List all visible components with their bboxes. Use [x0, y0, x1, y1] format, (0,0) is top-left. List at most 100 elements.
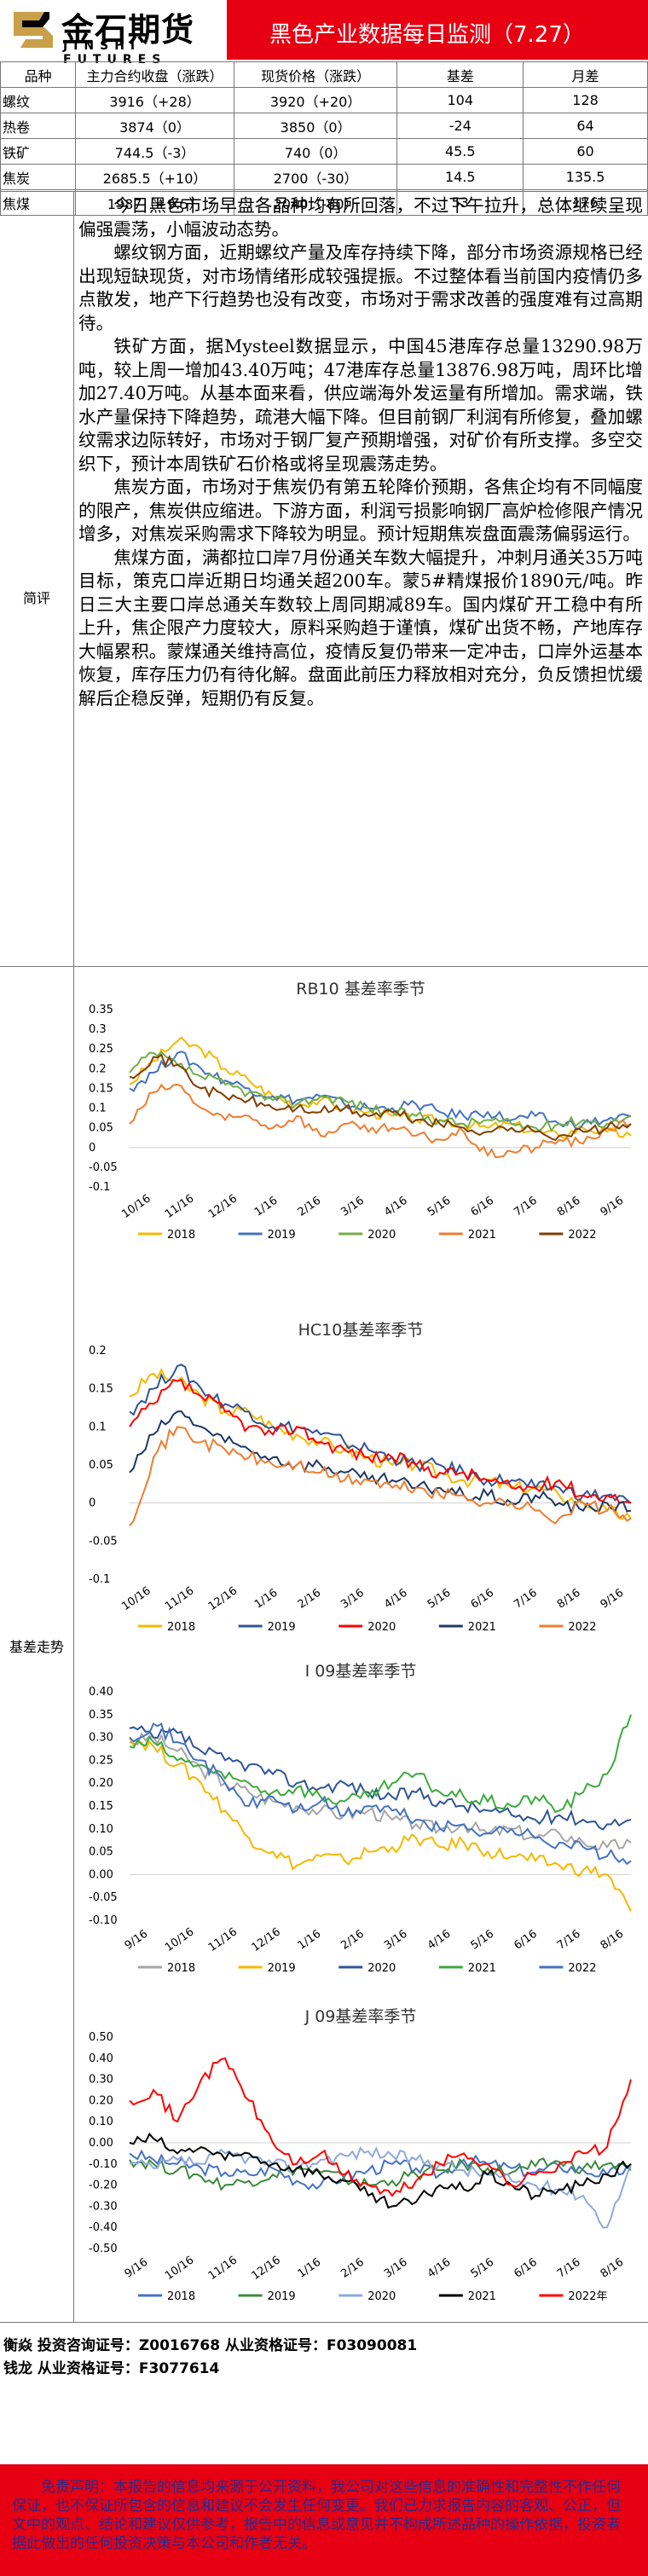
x-tick-label: 11/16 [163, 1192, 196, 1221]
company-logo: 金石期货 JINSHI FUTURES [0, 0, 227, 67]
hc10-basis-chart: HC10基差率季节 0.2 0.15 0.1 0.05 0 -0.05 -0.1 10/16 11… [89, 1321, 632, 1634]
x-tick-label: 12/16 [206, 1192, 240, 1221]
legend-label: 2022年 [568, 2290, 607, 2303]
y-tick-label: 0.05 [89, 1846, 113, 1859]
legend-label: 2021 [468, 1229, 496, 1242]
x-tick-label: 3/16 [338, 1195, 367, 1219]
x-tick-label: 7/16 [555, 2256, 583, 2281]
j09-basis-chart: J 09基差率季节 0.50 0.40 0.30 0.20 0.10 0.00 -0.10 -0… [89, 2007, 632, 2303]
table-cell: 3920（+20） [233, 87, 398, 113]
series-line-2021 [129, 1083, 632, 1159]
x-tick-label: 8/16 [599, 2256, 627, 2281]
table-cell: 2685.5（+10） [75, 164, 234, 190]
table-cell: 104 [396, 87, 524, 113]
analyst-contact: 钱龙 从业资格证号：F3077614 [3, 2360, 220, 2377]
legend-label: 2019 [268, 1229, 296, 1242]
x-tick-label: 8/16 [555, 1195, 583, 1219]
table-cell: 740（0） [233, 138, 398, 165]
legend-label: 2022 [568, 1621, 596, 1634]
table-cell: 1987（+9.5） [75, 189, 234, 216]
table-cell: 3874（0） [75, 113, 234, 139]
x-tick-label: 4/16 [425, 2256, 454, 2281]
y-tick-label: 0 [89, 1497, 95, 1510]
table-cell: 14.5 [396, 164, 524, 190]
table-header-cell: 现货价格（涨跌） [233, 61, 398, 88]
report-header: 金石期货 JINSHI FUTURES 黑色产业数据每日监测（7.27） [0, 0, 648, 67]
y-tick-label: 0.00 [89, 1868, 113, 1881]
section-divider [0, 191, 648, 192]
x-tick-label: 11/16 [163, 1584, 196, 1613]
x-tick-label: 5/16 [469, 1928, 497, 1953]
x-tick-label: 4/16 [382, 1587, 410, 1612]
x-tick-label: 4/16 [425, 1928, 454, 1953]
legend-label: 2018 [167, 1962, 195, 1975]
x-tick-label: 12/16 [250, 2254, 283, 2283]
series-line-2022 [129, 1053, 632, 1142]
table-cell: 3916（+28） [75, 87, 234, 113]
x-tick-label: 2/16 [338, 2256, 367, 2281]
x-tick-label: 3/16 [382, 2256, 410, 2281]
series-line-2019 [129, 1737, 632, 1912]
y-tick-label: 0.35 [89, 1004, 113, 1016]
x-tick-label: 7/16 [512, 1587, 540, 1612]
table-cell: 53 [396, 189, 524, 216]
series-line-2021 [129, 1714, 632, 1814]
report-title: 黑色产业数据每日监测（7.27） [269, 22, 585, 48]
table-cell: 铁矿 [0, 138, 77, 165]
section-label-column [0, 191, 74, 2323]
legend-label: 2021 [468, 1962, 496, 1975]
legend-label: 2020 [367, 1621, 396, 1634]
y-tick-label: -0.20 [89, 2179, 118, 2192]
legend-label: 2022 [568, 1229, 596, 1242]
disclaimer-text: 免责声明：本报告的信息均来源于公开资料，我公司对这些信息的准确性和完整性不作任何… [12, 2479, 621, 2552]
table-cell: 744.5（-3） [75, 138, 234, 165]
series-line-2018 [129, 1036, 632, 1139]
table-cell: 135.5 [523, 164, 648, 190]
comment-paragraph: 螺纹钢方面，近期螺纹产量及库存持续下降，部分市场资源规格已经出现短缺现货，对市场… [78, 242, 643, 333]
y-tick-label: -0.30 [89, 2200, 118, 2213]
y-tick-label: -0.10 [89, 1914, 118, 1927]
comment-paragraph: 焦炭方面，市场对于焦炭仍有第五轮降价预期，各焦企均有不同幅度的限产，焦炭供应缩进… [78, 477, 643, 544]
comment-paragraph: 焦煤方面，满都拉口岸7月份通关车数大幅提升，冲刺月通关35万吨目标，策克口岸近期… [78, 547, 643, 709]
y-tick-label: 0.05 [89, 1459, 113, 1472]
y-tick-label: 0.40 [89, 1686, 113, 1699]
legend-label: 2018 [167, 2290, 195, 2303]
y-tick-label: 0.1 [89, 1103, 107, 1115]
y-tick-label: 0.2 [89, 1345, 107, 1357]
x-tick-label: 4/16 [382, 1195, 410, 1219]
comment-paragraph: 今日黑色市场早盘各品种均有所回落，不过下午拉升，总体继续呈现偏强震荡，小幅波动态… [78, 195, 643, 240]
legend-label: 2021 [468, 2290, 496, 2303]
series-line-2020 [129, 1051, 632, 1132]
table-cell: 螺纹 [0, 87, 77, 113]
series-line-2022 [129, 1722, 632, 1866]
chart-title: J 09基差率季节 [304, 2007, 417, 2026]
y-tick-label: 0.50 [89, 2031, 113, 2044]
y-tick-label: 0.15 [89, 1383, 113, 1396]
table-row: 螺纹 3916（+28） 3920（+20） 104 128 [0, 87, 648, 113]
chart-title: HC10基差率季节 [298, 1321, 424, 1340]
series-line-2022 [129, 1426, 632, 1527]
x-tick-label: 3/16 [338, 1587, 367, 1612]
y-tick-label: 0.3 [89, 1023, 107, 1036]
y-tick-label: 0 [89, 1142, 95, 1155]
i09-basis-chart: I 09基差率季节 0.40 0.35 0.30 0.25 0.20 0.15 0.10 0.0… [89, 1662, 632, 1975]
x-tick-label: 5/16 [425, 1587, 454, 1612]
table-header-cell: 品种 [0, 61, 77, 88]
table-cell: 2040（-80） [233, 189, 398, 216]
y-tick-label: -0.05 [89, 1891, 118, 1904]
x-tick-label: 6/16 [512, 1928, 540, 1953]
y-tick-label: 0.30 [89, 2074, 113, 2087]
y-tick-label: 0.15 [89, 1800, 113, 1813]
y-tick-label: -0.10 [89, 2158, 118, 2171]
series-line-2022 [129, 2057, 632, 2197]
table-header-cell: 基差 [396, 61, 524, 88]
y-tick-label: 0.35 [89, 1709, 113, 1722]
y-tick-label: 0.05 [89, 1122, 113, 1135]
y-tick-label: 0.2 [89, 1062, 107, 1075]
disclaimer-box: 免责声明：本报告的信息均来源于公开资料，我公司对这些信息的准确性和完整性不作任何… [0, 2464, 648, 2576]
table-row: 热卷 3874（0） 3850（0） -24 64 [0, 113, 648, 139]
x-tick-label: 6/16 [469, 1195, 497, 1219]
comment-section-label: 简评 [22, 590, 50, 606]
market-comment: 今日黑色市场早盘各品种均有所回落，不过下午拉升，总体继续呈现偏强震荡，小幅波动态… [78, 194, 643, 710]
legend-label: 2020 [367, 1229, 396, 1242]
